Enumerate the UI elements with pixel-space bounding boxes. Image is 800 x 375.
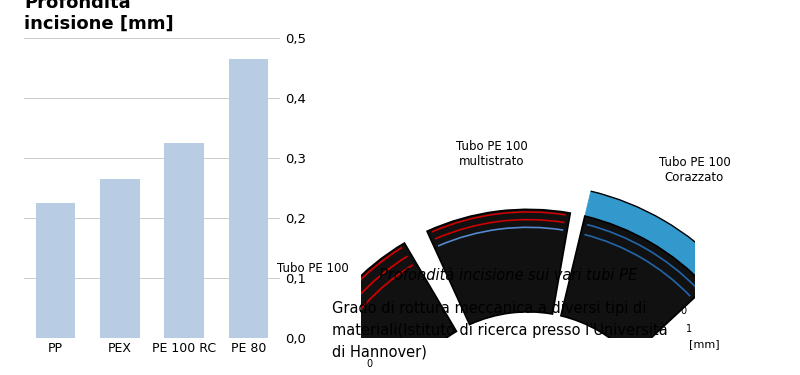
Text: 0: 0 <box>366 360 373 369</box>
Text: Profondità
incisione [mm]: Profondità incisione [mm] <box>24 0 174 33</box>
Text: Tubo PE 100
Corazzato: Tubo PE 100 Corazzato <box>658 156 730 184</box>
Text: [mm]: [mm] <box>689 339 720 350</box>
Wedge shape <box>427 209 570 325</box>
Text: Tubo PE 100
multistrato: Tubo PE 100 multistrato <box>456 140 528 168</box>
Wedge shape <box>307 243 457 375</box>
Bar <box>100 178 140 338</box>
Text: Grado di rottura meccanica a diversi tipi di
materiali(Istituto di ricerca press: Grado di rottura meccanica a diversi tip… <box>332 301 668 359</box>
Bar <box>164 142 204 338</box>
Wedge shape <box>561 216 706 357</box>
Text: Tubo PE 100: Tubo PE 100 <box>278 262 349 275</box>
Wedge shape <box>585 191 725 287</box>
Bar <box>36 202 75 338</box>
Bar <box>229 58 268 338</box>
Text: 1: 1 <box>686 324 692 334</box>
Text: Profondità incisione sui vari tubi PE: Profondità incisione sui vari tubi PE <box>379 268 637 283</box>
Text: 0: 0 <box>681 306 687 316</box>
